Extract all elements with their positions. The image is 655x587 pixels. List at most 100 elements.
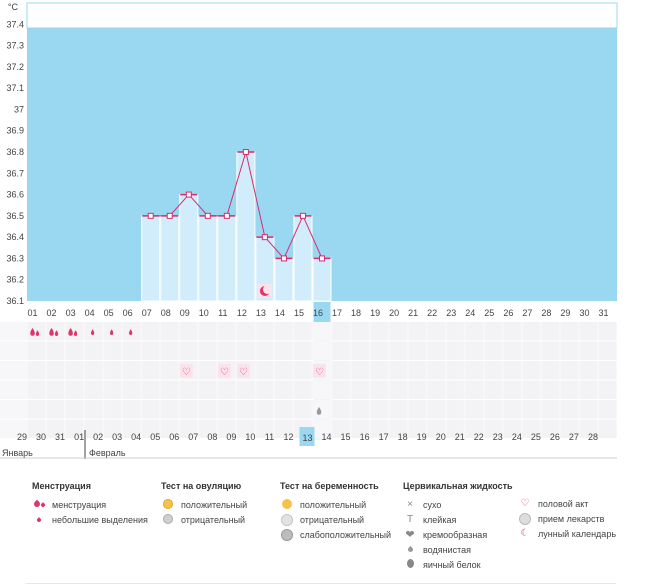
icon-cell (351, 361, 369, 380)
temperature-point (204, 212, 211, 219)
y-tick-label: 37.3 (6, 41, 24, 51)
pregnancy-weak-icon (280, 528, 294, 541)
heart-icon: ♡ (315, 367, 324, 378)
legend-cervical: Цервикальная жидкость × сухо T клейкая ❤… (403, 481, 513, 572)
egg-white-icon (403, 558, 417, 571)
calendar-day: 30 (36, 432, 46, 442)
icon-cell (142, 419, 160, 438)
legend-label: яичный белок (423, 559, 481, 570)
x-tick-label: 19 (370, 308, 380, 318)
icon-cell (85, 380, 103, 399)
icon-cell (503, 380, 521, 399)
x-tick-label: 04 (85, 308, 95, 318)
icon-cell (408, 380, 426, 399)
icon-cell (408, 361, 426, 380)
x-tick-label: 21 (408, 308, 418, 318)
icon-cell (28, 322, 46, 341)
x-tick-label: 02 (47, 308, 57, 318)
icon-cell (560, 419, 578, 438)
legend-label: клейкая (423, 514, 457, 525)
icon-cell (180, 419, 198, 438)
icon-cell (85, 400, 103, 419)
icon-cell (541, 322, 559, 341)
light-drop-icon (129, 329, 133, 335)
icon-cell (256, 361, 274, 380)
icon-cell (66, 400, 84, 419)
calendar-day: 24 (512, 432, 522, 442)
temperature-bar (217, 215, 237, 302)
calendar-day: 11 (265, 432, 274, 442)
icon-cell (427, 341, 445, 360)
x-tick-label: 15 (294, 308, 304, 318)
icon-cell (503, 322, 521, 341)
icon-cell (218, 400, 236, 419)
icon-cell (332, 322, 350, 341)
y-tick-label: 37.1 (6, 83, 24, 93)
icon-cell (484, 380, 502, 399)
x-tick-label: 23 (446, 308, 456, 318)
temperature-point (242, 149, 249, 155)
moon-icon-cut (262, 285, 272, 294)
y-tick-label: 37.4 (6, 19, 24, 29)
calendar-day: 27 (569, 432, 579, 442)
icon-cell (28, 341, 46, 360)
icon-cell (332, 341, 350, 360)
icon-cell (218, 322, 236, 341)
calendar-day: 23 (493, 432, 503, 442)
icon-cell (465, 361, 483, 380)
x-tick-label: 10 (199, 308, 209, 318)
legend-item: менструация (32, 497, 148, 512)
icon-cell (389, 380, 407, 399)
icon-cell (484, 322, 502, 341)
icon-cell (161, 400, 179, 419)
icon-cell (351, 380, 369, 399)
legend-label: небольшие выделения (52, 514, 148, 525)
icon-cell (199, 341, 217, 360)
legend-item: отрицательный (161, 512, 247, 527)
icon-cell (389, 361, 407, 380)
icon-cell (275, 361, 293, 380)
icon-cell (123, 419, 141, 438)
icon-cell (351, 400, 369, 419)
temperature-point (319, 255, 325, 262)
legend-item: × сухо (403, 497, 513, 512)
y-tick-label: 36.8 (6, 147, 24, 157)
icon-cell (427, 322, 445, 341)
heart-icon: ♡ (239, 367, 248, 378)
icon-cell (579, 361, 597, 380)
icon-cell (256, 341, 274, 360)
icon-cell (47, 322, 65, 341)
calendar-day: 28 (588, 432, 598, 442)
legend-label: слабоположительный (300, 529, 392, 540)
x-tick-label: 31 (598, 308, 608, 318)
icon-cell (370, 419, 388, 438)
icon-cell (275, 341, 293, 360)
legend-label: сухо (423, 499, 442, 510)
divider (26, 583, 616, 584)
icon-cell (484, 341, 502, 360)
icon-cell (180, 380, 198, 399)
calendar-day: 26 (550, 432, 560, 442)
icon-cell (199, 322, 217, 341)
icon-cell (142, 322, 160, 341)
icon-cell (522, 380, 540, 399)
icon-cell (484, 361, 502, 380)
icon-cell (237, 400, 255, 419)
temperature-point (185, 191, 192, 198)
legend-label: лунный календарь (538, 528, 617, 539)
icon-cell (47, 419, 65, 438)
icon-cell (560, 322, 578, 341)
icon-cell (85, 361, 103, 380)
temperature-bar (198, 215, 218, 302)
icon-cell (218, 380, 236, 399)
icon-cell (389, 341, 407, 360)
y-tick-label: 36.9 (6, 126, 24, 136)
icon-cell (389, 322, 407, 341)
icon-cell (541, 400, 559, 419)
watery-icon (316, 406, 322, 415)
today-cell (299, 427, 315, 446)
icon-cell (465, 380, 483, 399)
heart-icon: ♡ (520, 497, 530, 509)
icon-cell (199, 419, 217, 438)
icon-cell (180, 322, 198, 341)
